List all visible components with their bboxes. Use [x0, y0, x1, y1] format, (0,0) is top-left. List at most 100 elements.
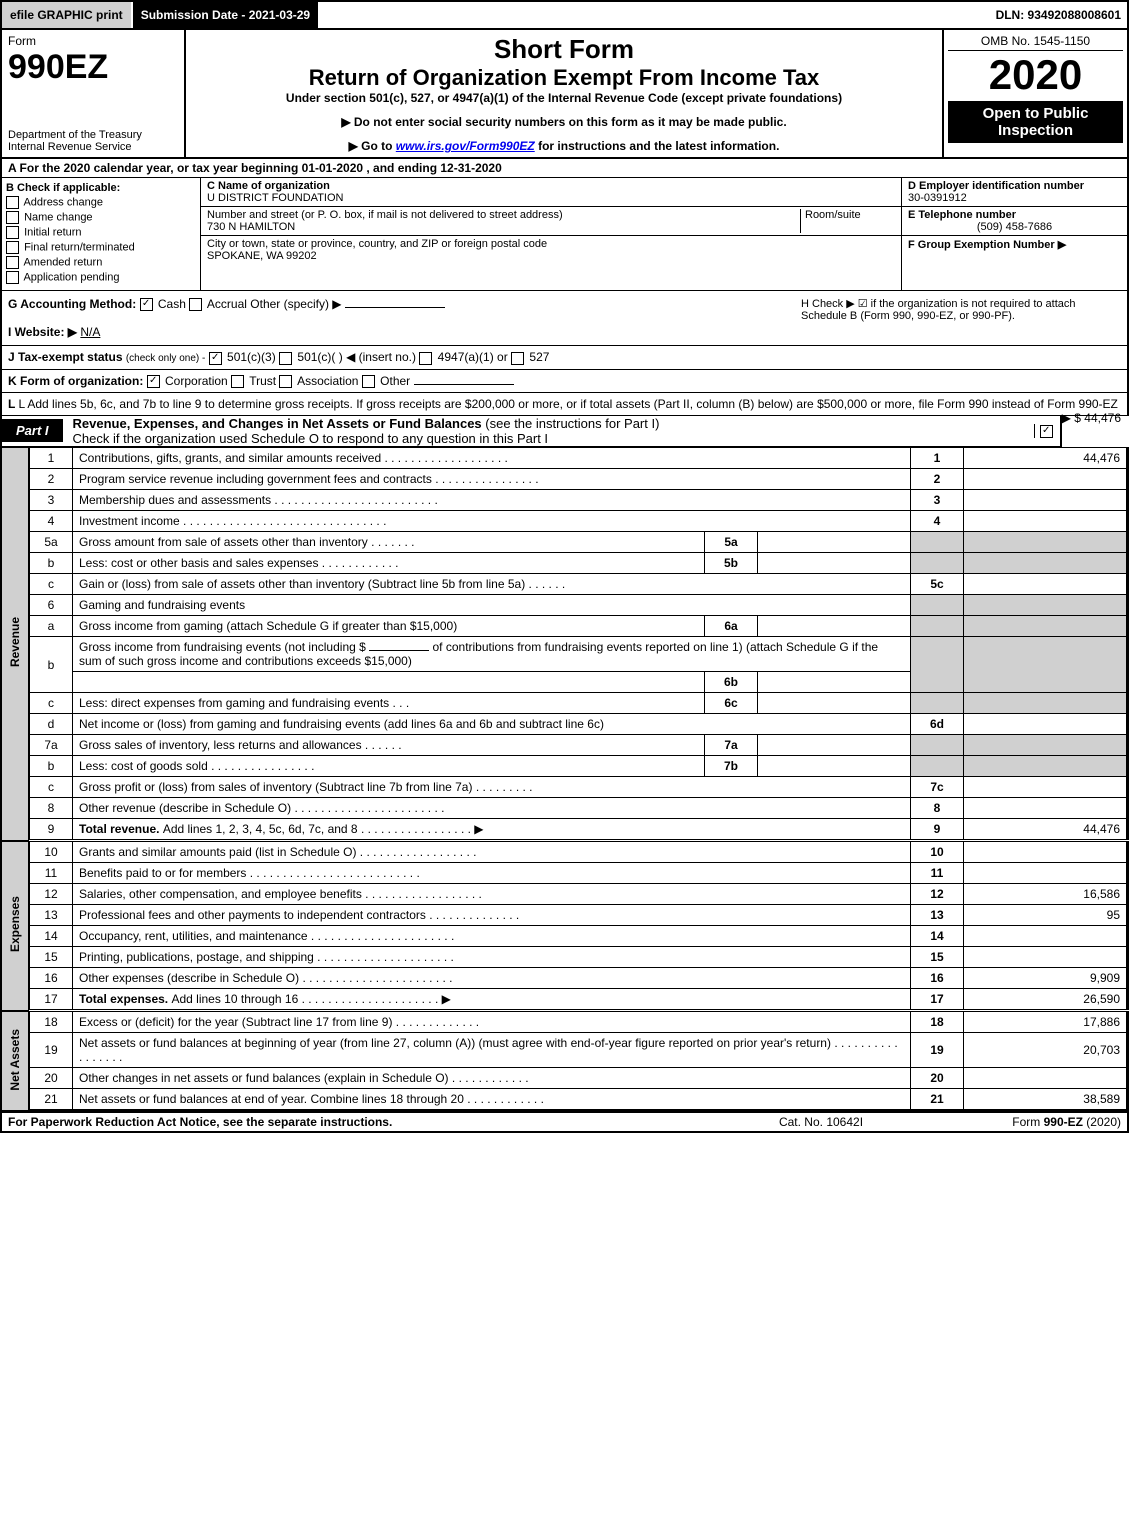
expenses-table: Expenses 10Grants and similar amounts pa…	[0, 841, 1129, 1011]
line-g-label: G Accounting Method:	[8, 297, 136, 311]
chk-application-pending[interactable]	[6, 271, 19, 284]
room-label: Room/suite	[805, 209, 861, 221]
line-13: 13Professional fees and other payments t…	[30, 905, 1127, 926]
org-name-label: C Name of organization	[207, 180, 330, 192]
form-word: Form	[8, 34, 178, 48]
header-right: OMB No. 1545-1150 2020 Open to Public In…	[942, 30, 1127, 157]
header-center: Short Form Return of Organization Exempt…	[186, 30, 942, 157]
line-l: L L Add lines 5b, 6c, and 7b to line 9 t…	[0, 393, 1129, 416]
info-block: B Check if applicable: Address change Na…	[0, 178, 1129, 291]
website-value: N/A	[80, 325, 100, 339]
line-7b: bLess: cost of goods sold . . . . . . . …	[30, 756, 1127, 777]
header-left: Form 990EZ Department of the Treasury In…	[2, 30, 186, 157]
chk-cash[interactable]	[140, 298, 153, 311]
line-5b: bLess: cost or other basis and sales exp…	[30, 553, 1127, 574]
form-number: 990EZ	[8, 48, 178, 87]
ein-value: 30-0391912	[908, 192, 967, 204]
omb-number: OMB No. 1545-1150	[948, 34, 1123, 51]
org-name: U DISTRICT FOUNDATION	[207, 192, 343, 204]
footer-right: Form 990-EZ (2020)	[921, 1115, 1121, 1129]
chk-name-change[interactable]	[6, 211, 19, 224]
page-footer: For Paperwork Reduction Act Notice, see …	[0, 1112, 1129, 1133]
line-6c: cLess: direct expenses from gaming and f…	[30, 693, 1127, 714]
notice-1: ▶ Do not enter social security numbers o…	[194, 115, 934, 129]
line-12: 12Salaries, other compensation, and empl…	[30, 884, 1127, 905]
irs-link[interactable]: www.irs.gov/Form990EZ	[396, 139, 535, 153]
line-1: 1Contributions, gifts, grants, and simil…	[30, 448, 1127, 469]
chk-address-change[interactable]	[6, 196, 19, 209]
block-c: C Name of organization U DISTRICT FOUNDA…	[201, 178, 902, 290]
block-b: B Check if applicable: Address change Na…	[2, 178, 201, 290]
dln-label: DLN: 93492088008601	[996, 8, 1127, 22]
net-assets-table: Net Assets 18Excess or (deficit) for the…	[0, 1011, 1129, 1113]
form-header: Form 990EZ Department of the Treasury In…	[0, 30, 1129, 159]
part-1-label: Part I	[2, 419, 63, 442]
submission-date-label: Submission Date - 2021-03-29	[133, 2, 320, 28]
department-label: Department of the Treasury Internal Reve…	[8, 129, 142, 153]
chk-schedule-o[interactable]	[1040, 425, 1053, 438]
line-17: 17Total expenses. Add lines 10 through 1…	[30, 989, 1127, 1010]
line-6b: bGross income from fundraising events (n…	[30, 637, 1127, 672]
efile-print-button[interactable]: efile GRAPHIC print	[2, 2, 133, 28]
footer-center: Cat. No. 10642I	[721, 1115, 921, 1129]
line-19: 19Net assets or fund balances at beginni…	[30, 1033, 1127, 1068]
block-b-header: B Check if applicable:	[6, 182, 196, 194]
line-l-amount: ▶ $ 44,476	[1062, 411, 1121, 425]
ein-label: D Employer identification number	[908, 180, 1084, 192]
chk-accrual[interactable]	[189, 298, 202, 311]
top-bar: efile GRAPHIC print Submission Date - 20…	[0, 0, 1129, 30]
chk-initial-return[interactable]	[6, 226, 19, 239]
line-i-label: I Website: ▶	[8, 325, 77, 339]
org-address: 730 N HAMILTON	[207, 221, 295, 233]
footer-left: For Paperwork Reduction Act Notice, see …	[8, 1115, 721, 1129]
chk-4947[interactable]	[419, 352, 432, 365]
chk-association[interactable]	[279, 375, 292, 388]
line-7c: cGross profit or (loss) from sales of in…	[30, 777, 1127, 798]
line-7a: 7aGross sales of inventory, less returns…	[30, 735, 1127, 756]
chk-501c[interactable]	[279, 352, 292, 365]
phone-value: (509) 458-7686	[908, 221, 1121, 233]
line-11: 11Benefits paid to or for members . . . …	[30, 863, 1127, 884]
line-10: 10Grants and similar amounts paid (list …	[30, 842, 1127, 863]
form-subtitle: Under section 501(c), 527, or 4947(a)(1)…	[194, 91, 934, 105]
chk-amended-return[interactable]	[6, 256, 19, 269]
part-1-check-note: Check if the organization used Schedule …	[73, 431, 549, 446]
phone-label: E Telephone number	[908, 209, 1016, 221]
line-6a: aGross income from gaming (attach Schedu…	[30, 616, 1127, 637]
chk-527[interactable]	[511, 352, 524, 365]
line-14: 14Occupancy, rent, utilities, and mainte…	[30, 926, 1127, 947]
line-a-tax-year: A For the 2020 calendar year, or tax yea…	[0, 159, 1129, 178]
line-j: J Tax-exempt status (check only one) - 5…	[0, 346, 1129, 369]
line-5c: cGain or (loss) from sale of assets othe…	[30, 574, 1127, 595]
chk-corporation[interactable]	[147, 375, 160, 388]
line-k: K Form of organization: Corporation Trus…	[0, 370, 1129, 393]
part-1-table: Revenue 1Contributions, gifts, grants, a…	[0, 447, 1129, 841]
addr-label: Number and street (or P. O. box, if mail…	[207, 209, 563, 221]
line-16: 16Other expenses (describe in Schedule O…	[30, 968, 1127, 989]
org-city: SPOKANE, WA 99202	[207, 250, 317, 262]
line-21: 21Net assets or fund balances at end of …	[30, 1089, 1127, 1110]
block-def: D Employer identification number 30-0391…	[902, 178, 1127, 290]
chk-501c3[interactable]	[209, 352, 222, 365]
city-label: City or town, state or province, country…	[207, 238, 547, 250]
chk-other[interactable]	[362, 375, 375, 388]
line-5a: 5aGross amount from sale of assets other…	[30, 532, 1127, 553]
chk-final-return[interactable]	[6, 241, 19, 254]
line-6d: dNet income or (loss) from gaming and fu…	[30, 714, 1127, 735]
group-exemption-label: F Group Exemption Number ▶	[908, 239, 1066, 251]
line-g-h: G Accounting Method: Cash Accrual Other …	[0, 291, 1129, 346]
line-4: 4Investment income . . . . . . . . . . .…	[30, 511, 1127, 532]
line-18: 18Excess or (deficit) for the year (Subt…	[30, 1012, 1127, 1033]
line-15: 15Printing, publications, postage, and s…	[30, 947, 1127, 968]
notice-2: ▶ Go to www.irs.gov/Form990EZ for instru…	[194, 139, 934, 153]
expenses-side-label: Expenses	[1, 841, 29, 1010]
line-3: 3Membership dues and assessments . . . .…	[30, 490, 1127, 511]
line-h: H Check ▶ ☑ if the organization is not r…	[801, 297, 1121, 339]
line-9: 9Total revenue. Add lines 1, 2, 3, 4, 5c…	[30, 819, 1127, 840]
net-assets-side-label: Net Assets	[1, 1011, 29, 1111]
chk-trust[interactable]	[231, 375, 244, 388]
line-2: 2Program service revenue including gover…	[30, 469, 1127, 490]
part-1-header: Part I Revenue, Expenses, and Changes in…	[0, 416, 1062, 447]
revenue-side-label: Revenue	[1, 447, 29, 840]
inspection-label: Open to Public Inspection	[948, 101, 1123, 143]
